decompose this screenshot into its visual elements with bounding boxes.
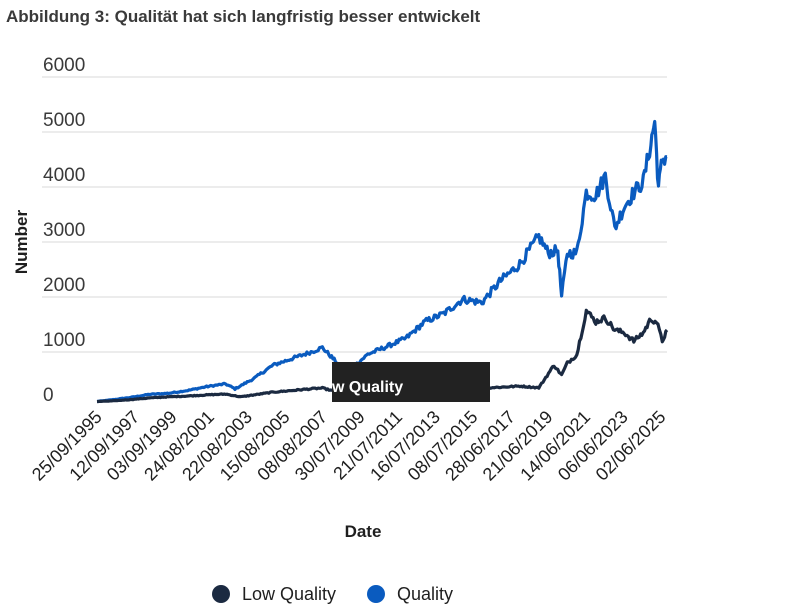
tooltip-text: w Quality bbox=[331, 379, 403, 396]
x-axis-label: Date bbox=[345, 522, 382, 541]
y-tick-label: 5000 bbox=[43, 110, 85, 131]
y-tick-label: 2000 bbox=[43, 275, 85, 296]
legend-marker-quality bbox=[367, 585, 385, 603]
y-tick-label: 0 bbox=[43, 385, 54, 406]
y-tick-label: 6000 bbox=[43, 55, 85, 76]
series-line-quality bbox=[96, 119, 668, 403]
x-tick-labels: 25/09/199512/09/199703/09/199924/08/2001… bbox=[28, 407, 670, 485]
legend-label-quality: Quality bbox=[397, 584, 453, 604]
legend-item-quality[interactable]: Quality bbox=[367, 584, 453, 604]
y-tick-label: 3000 bbox=[43, 220, 85, 241]
chart-title: Abbildung 3: Qualität hat sich langfrist… bbox=[6, 7, 481, 26]
grid-lines bbox=[42, 76, 667, 353]
y-tick-label: 4000 bbox=[43, 165, 85, 186]
y-tick-label: 1000 bbox=[43, 330, 85, 351]
tooltip-box bbox=[332, 362, 490, 402]
y-axis-label: Number bbox=[12, 210, 31, 275]
legend-label-low-quality: Low Quality bbox=[242, 584, 336, 604]
legend-marker-low-quality bbox=[212, 585, 230, 603]
y-tick-labels: 0 1000 2000 3000 4000 5000 6000 bbox=[43, 55, 85, 406]
legend: Low Quality Quality bbox=[212, 584, 453, 604]
legend-item-low-quality[interactable]: Low Quality bbox=[212, 584, 336, 604]
hover-tooltip: w Quality bbox=[331, 362, 490, 402]
series-lines bbox=[96, 119, 669, 404]
